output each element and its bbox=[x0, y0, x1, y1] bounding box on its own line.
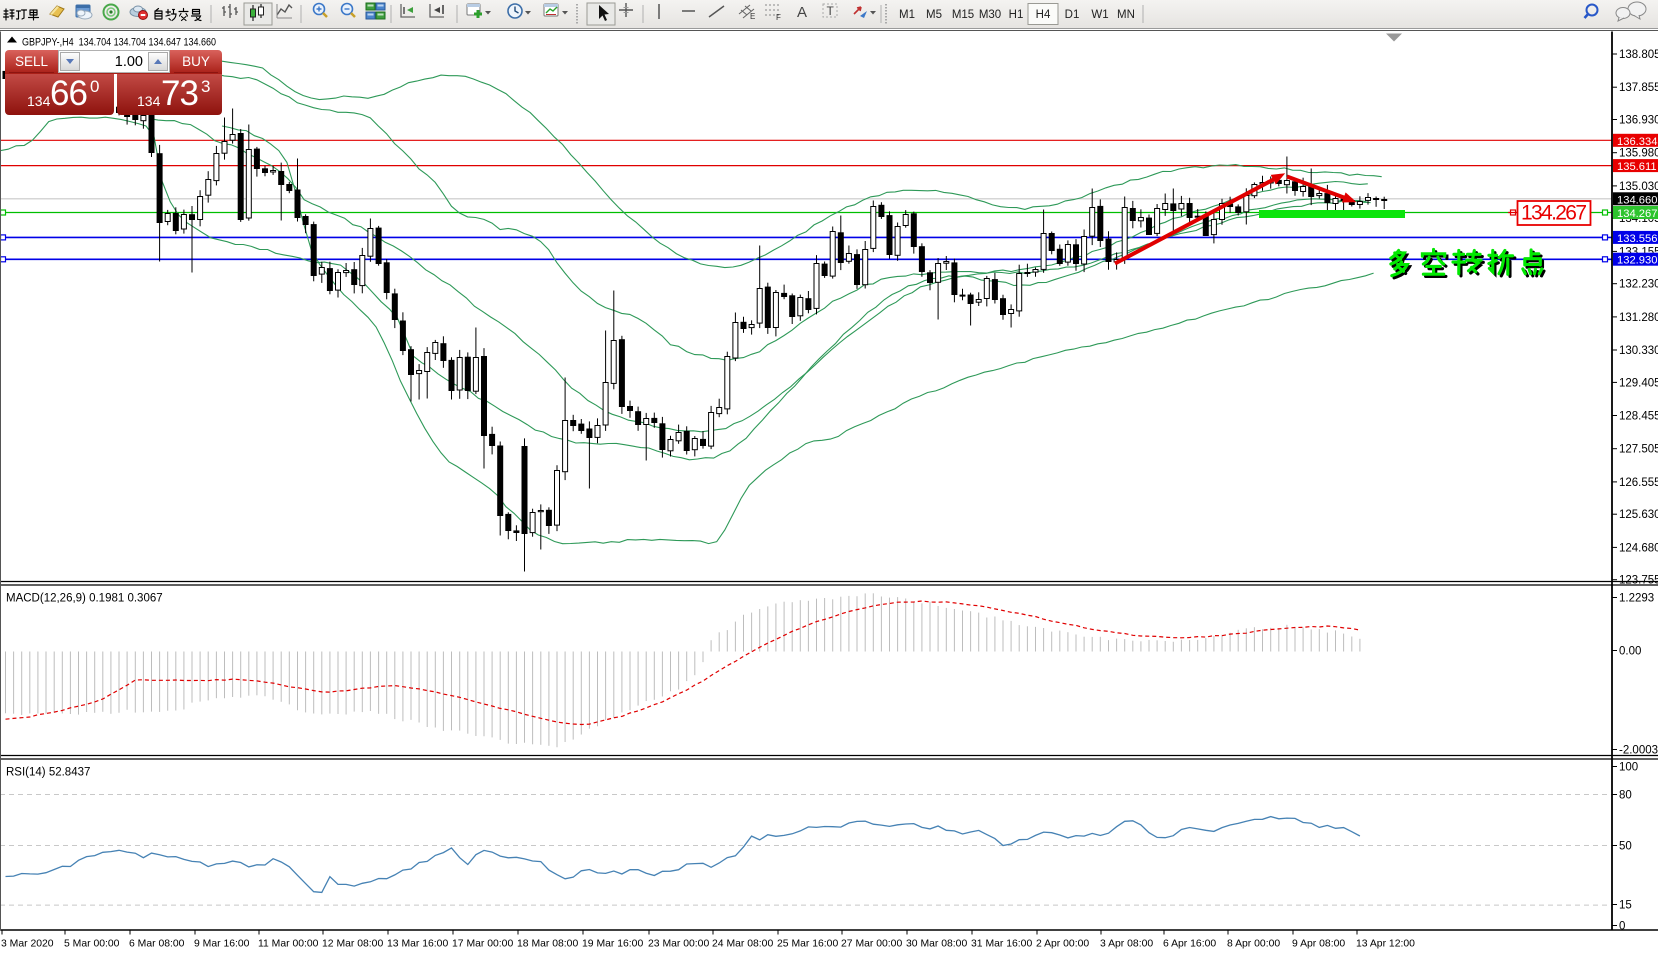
svg-text:18 Mar 08:00: 18 Mar 08:00 bbox=[517, 939, 578, 950]
svg-text:H1: H1 bbox=[1009, 9, 1024, 21]
svg-text:13 Mar 16:00: 13 Mar 16:00 bbox=[387, 939, 448, 950]
svg-text:138.805: 138.805 bbox=[1619, 49, 1658, 61]
svg-text:8 Apr 00:00: 8 Apr 00:00 bbox=[1227, 939, 1280, 950]
svg-text:3 Apr 08:00: 3 Apr 08:00 bbox=[1100, 939, 1153, 950]
svg-text:17 Mar 00:00: 17 Mar 00:00 bbox=[452, 939, 513, 950]
svg-text:134.267: 134.267 bbox=[1521, 202, 1587, 225]
svg-text:135.030: 135.030 bbox=[1619, 181, 1658, 193]
svg-text:23 Mar 00:00: 23 Mar 00:00 bbox=[648, 939, 709, 950]
svg-text:9 Apr 08:00: 9 Apr 08:00 bbox=[1292, 939, 1345, 950]
svg-text:M5: M5 bbox=[926, 9, 942, 21]
svg-text:136.930: 136.930 bbox=[1619, 115, 1658, 127]
svg-text:15: 15 bbox=[1619, 900, 1632, 912]
svg-text:GBPJPY-,H4 134.704 134.704 13: GBPJPY-,H4 134.704 134.704 134.647 134.6… bbox=[22, 37, 216, 49]
svg-text:RSI(14) 52.8437: RSI(14) 52.8437 bbox=[6, 767, 90, 779]
svg-text:6 Mar 08:00: 6 Mar 08:00 bbox=[129, 939, 185, 950]
svg-text:131.280: 131.280 bbox=[1619, 312, 1658, 324]
svg-text:135.611: 135.611 bbox=[1617, 161, 1657, 173]
svg-text:126.555: 126.555 bbox=[1619, 477, 1658, 489]
svg-text:D1: D1 bbox=[1065, 9, 1080, 21]
svg-text:134.267: 134.267 bbox=[1617, 208, 1657, 220]
svg-text:0: 0 bbox=[1619, 921, 1625, 933]
svg-text:137.855: 137.855 bbox=[1619, 82, 1658, 94]
svg-text:13 Apr 12:00: 13 Apr 12:00 bbox=[1356, 939, 1415, 950]
svg-text:MN: MN bbox=[1117, 9, 1135, 21]
svg-text:M30: M30 bbox=[979, 9, 1001, 21]
svg-text:127.505: 127.505 bbox=[1619, 444, 1658, 456]
svg-text:6 Apr 16:00: 6 Apr 16:00 bbox=[1163, 939, 1216, 950]
svg-text:M1: M1 bbox=[899, 9, 915, 21]
svg-text:0.00: 0.00 bbox=[1619, 646, 1641, 658]
svg-text:M15: M15 bbox=[952, 9, 974, 21]
svg-text:12 Mar 08:00: 12 Mar 08:00 bbox=[322, 939, 383, 950]
svg-text:132.930: 132.930 bbox=[1617, 255, 1657, 267]
svg-text:136.334: 136.334 bbox=[1617, 136, 1657, 148]
svg-text:5 Mar 00:00: 5 Mar 00:00 bbox=[64, 939, 120, 950]
svg-text:124.680: 124.680 bbox=[1619, 542, 1658, 554]
svg-text:H4: H4 bbox=[1036, 9, 1051, 21]
svg-text:132.230: 132.230 bbox=[1619, 279, 1658, 291]
svg-text:100: 100 bbox=[1619, 762, 1638, 774]
svg-text:T: T bbox=[827, 4, 835, 18]
svg-text:27 Mar 00:00: 27 Mar 00:00 bbox=[841, 939, 902, 950]
svg-text:3 Mar 2020: 3 Mar 2020 bbox=[1, 939, 54, 950]
svg-text:50: 50 bbox=[1619, 841, 1632, 853]
svg-text:129.405: 129.405 bbox=[1619, 377, 1658, 389]
svg-text:135.980: 135.980 bbox=[1619, 148, 1658, 160]
svg-text:A: A bbox=[797, 4, 807, 21]
svg-text:W1: W1 bbox=[1091, 9, 1108, 21]
svg-text:80: 80 bbox=[1619, 790, 1632, 802]
svg-text:130.330: 130.330 bbox=[1619, 345, 1658, 357]
svg-text:134.660: 134.660 bbox=[1617, 194, 1657, 206]
svg-text:24 Mar 08:00: 24 Mar 08:00 bbox=[712, 939, 773, 950]
svg-text:2 Apr 00:00: 2 Apr 00:00 bbox=[1036, 939, 1089, 950]
svg-text:25 Mar 16:00: 25 Mar 16:00 bbox=[777, 939, 838, 950]
svg-text:128.455: 128.455 bbox=[1619, 411, 1658, 423]
svg-text:9 Mar 16:00: 9 Mar 16:00 bbox=[194, 939, 250, 950]
svg-text:31 Mar 16:00: 31 Mar 16:00 bbox=[971, 939, 1032, 950]
svg-text:11 Mar 00:00: 11 Mar 00:00 bbox=[258, 939, 319, 950]
svg-text:1.2293: 1.2293 bbox=[1619, 593, 1654, 605]
svg-text:MACD(12,26,9) 0.1981 0.3067: MACD(12,26,9) 0.1981 0.3067 bbox=[6, 593, 163, 605]
svg-text:-2.0003: -2.0003 bbox=[1619, 745, 1658, 757]
svg-text:19 Mar 16:00: 19 Mar 16:00 bbox=[582, 939, 643, 950]
svg-text:E: E bbox=[750, 12, 755, 21]
svg-text:123.755: 123.755 bbox=[1619, 575, 1658, 587]
svg-text:F: F bbox=[776, 13, 781, 22]
svg-text:30 Mar 08:00: 30 Mar 08:00 bbox=[906, 939, 967, 950]
svg-text:125.630: 125.630 bbox=[1619, 509, 1658, 521]
svg-text:133.556: 133.556 bbox=[1617, 233, 1657, 245]
